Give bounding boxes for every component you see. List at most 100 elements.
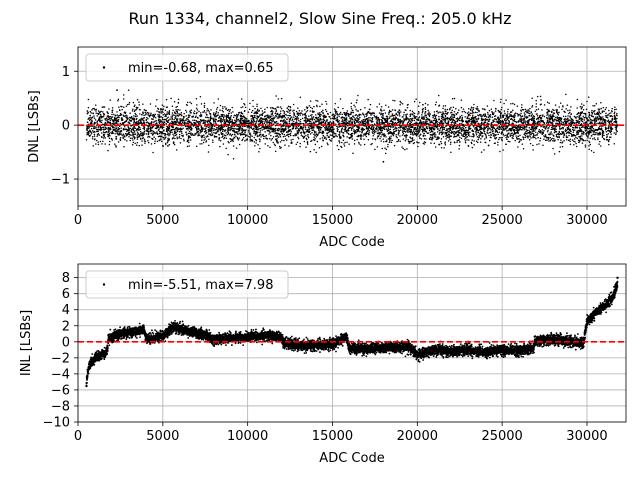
dnl-point bbox=[86, 121, 89, 123]
dnl-point bbox=[505, 143, 507, 145]
dnl-point bbox=[444, 108, 446, 111]
dnl-point bbox=[196, 111, 198, 114]
dnl-point bbox=[389, 132, 391, 134]
dnl-point bbox=[392, 126, 394, 129]
dnl-point bbox=[472, 106, 475, 109]
dnl-point bbox=[427, 103, 429, 106]
dnl-point bbox=[296, 141, 299, 144]
dnl-point bbox=[165, 129, 168, 131]
dnl-point bbox=[116, 111, 118, 113]
dnl-point bbox=[129, 122, 131, 125]
dnl-point bbox=[601, 110, 604, 112]
dnl-point bbox=[236, 118, 238, 121]
dnl-point bbox=[357, 135, 360, 138]
dnl-point bbox=[338, 142, 341, 144]
dnl-point bbox=[527, 119, 529, 122]
dnl-point bbox=[373, 131, 376, 133]
dnl-point bbox=[567, 115, 569, 117]
dnl-point bbox=[284, 117, 286, 119]
dnl-point bbox=[217, 112, 219, 114]
dnl-point bbox=[490, 136, 492, 139]
dnl-point bbox=[292, 127, 295, 130]
dnl-point bbox=[196, 104, 198, 106]
dnl-point bbox=[381, 129, 384, 132]
dnl-point bbox=[450, 132, 453, 134]
dnl-point bbox=[416, 115, 418, 118]
dnl-point bbox=[417, 145, 419, 148]
dnl-point bbox=[299, 114, 302, 116]
dnl-point bbox=[380, 105, 383, 108]
dnl-point bbox=[597, 134, 599, 136]
dnl-point bbox=[499, 119, 502, 122]
dnl-point bbox=[455, 118, 458, 120]
dnl-point bbox=[406, 127, 408, 130]
dnl-point bbox=[437, 136, 439, 138]
dnl-point bbox=[550, 114, 552, 116]
dnl-point bbox=[142, 127, 144, 130]
dnl-point bbox=[560, 127, 563, 130]
dnl-point bbox=[551, 110, 553, 112]
dnl-point bbox=[151, 121, 153, 124]
dnl-point bbox=[93, 107, 95, 110]
dnl-point bbox=[142, 122, 144, 124]
dnl-point bbox=[132, 133, 134, 135]
dnl-point bbox=[575, 126, 578, 129]
dnl-point bbox=[471, 112, 473, 115]
dnl-point bbox=[512, 137, 514, 140]
dnl-point bbox=[279, 110, 282, 112]
dnl-point bbox=[141, 144, 143, 146]
dnl-point bbox=[295, 110, 298, 113]
dnl-point bbox=[114, 143, 116, 145]
dnl-point bbox=[287, 108, 290, 111]
dnl-point bbox=[237, 125, 239, 128]
dnl-point bbox=[576, 98, 579, 101]
dnl-point bbox=[388, 113, 390, 115]
dnl-point bbox=[467, 144, 470, 147]
dnl-point bbox=[553, 131, 556, 134]
dnl-point bbox=[463, 135, 466, 138]
dnl-point bbox=[280, 97, 283, 100]
dnl-point bbox=[413, 112, 416, 115]
dnl-point bbox=[147, 113, 149, 116]
dnl-point bbox=[256, 109, 259, 112]
dnl-point bbox=[601, 121, 604, 123]
dnl-point bbox=[460, 106, 463, 109]
dnl-point bbox=[435, 126, 438, 129]
dnl-point bbox=[266, 118, 268, 120]
dnl-point bbox=[589, 129, 591, 131]
dnl-point bbox=[552, 134, 555, 137]
dnl-point bbox=[117, 141, 120, 143]
dnl-point bbox=[487, 123, 489, 125]
dnl-point bbox=[283, 112, 285, 114]
dnl-point bbox=[507, 136, 509, 138]
dnl-point bbox=[230, 140, 232, 143]
dnl-point bbox=[101, 136, 103, 139]
dnl-point bbox=[101, 143, 103, 145]
dnl-point bbox=[206, 116, 209, 119]
dnl-point bbox=[155, 122, 158, 124]
dnl-point bbox=[574, 116, 577, 119]
dnl-point bbox=[388, 141, 391, 143]
dnl-point bbox=[317, 113, 320, 116]
dnl-point bbox=[117, 120, 120, 123]
dnl-point bbox=[123, 134, 125, 137]
dnl-point bbox=[527, 137, 529, 139]
dnl-point bbox=[208, 144, 210, 147]
dnl-point bbox=[315, 151, 317, 154]
dnl-point bbox=[448, 135, 450, 138]
dnl-point bbox=[257, 144, 259, 146]
dnl-point bbox=[415, 128, 418, 131]
dnl-point bbox=[378, 122, 380, 124]
dnl-point bbox=[374, 138, 376, 140]
dnl-point bbox=[295, 121, 297, 124]
dnl-point bbox=[389, 122, 391, 125]
dnl-point bbox=[157, 107, 159, 110]
dnl-point bbox=[543, 115, 546, 118]
dnl-point bbox=[398, 111, 400, 113]
dnl-point bbox=[385, 104, 387, 107]
dnl-point bbox=[592, 105, 594, 107]
dnl-point bbox=[336, 125, 338, 128]
dnl-point bbox=[350, 127, 353, 130]
dnl-point bbox=[588, 127, 591, 129]
dnl-point bbox=[111, 111, 113, 114]
